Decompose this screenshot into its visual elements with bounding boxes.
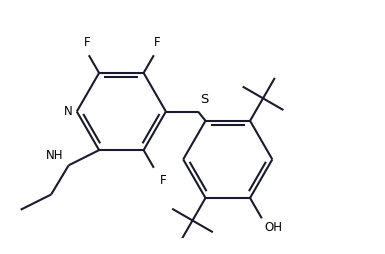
Text: S: S [201,93,209,106]
Text: NH: NH [46,149,64,162]
Text: F: F [160,174,167,187]
Text: N: N [64,105,73,118]
Text: F: F [154,36,160,49]
Text: F: F [84,36,90,49]
Text: OH: OH [264,221,282,234]
